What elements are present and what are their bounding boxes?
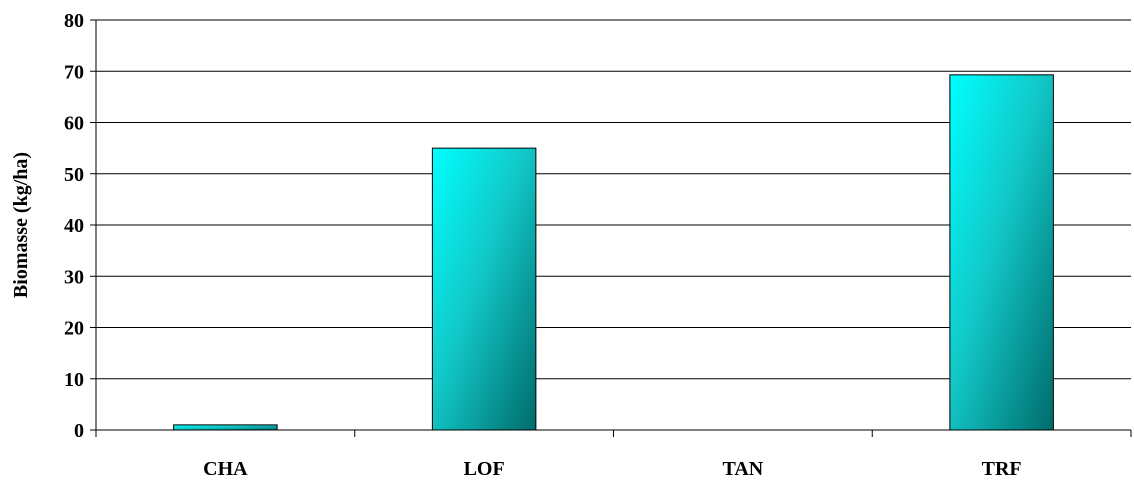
axes bbox=[90, 19, 1132, 437]
y-tick-label: 20 bbox=[64, 318, 84, 340]
y-tick-label: 80 bbox=[64, 10, 84, 32]
gridlines bbox=[96, 19, 1131, 380]
y-tick-label: 70 bbox=[64, 61, 84, 83]
bar-trf bbox=[949, 74, 1054, 431]
x-tick-label: LOF bbox=[464, 458, 505, 480]
y-tick-label: 60 bbox=[64, 113, 84, 135]
y-tick-label: 40 bbox=[64, 215, 84, 237]
y-tick-label: 0 bbox=[74, 420, 84, 442]
y-tick-label: 50 bbox=[64, 164, 84, 186]
bar-lof bbox=[431, 147, 537, 431]
x-tick-label: CHA bbox=[203, 458, 248, 480]
bar-cha bbox=[173, 424, 278, 431]
tick-labels: 0 10 20 30 40 50 60 70 80 CHA LOF TAN TRF bbox=[64, 10, 1022, 480]
y-tick-label: 30 bbox=[64, 266, 84, 288]
y-axis-title: Biomasse (kg/ha) bbox=[10, 152, 32, 298]
x-tick-label: TAN bbox=[723, 458, 764, 480]
bars bbox=[173, 74, 1054, 431]
x-tick-label: TRF bbox=[982, 458, 1022, 480]
y-tick-label: 10 bbox=[64, 369, 84, 391]
